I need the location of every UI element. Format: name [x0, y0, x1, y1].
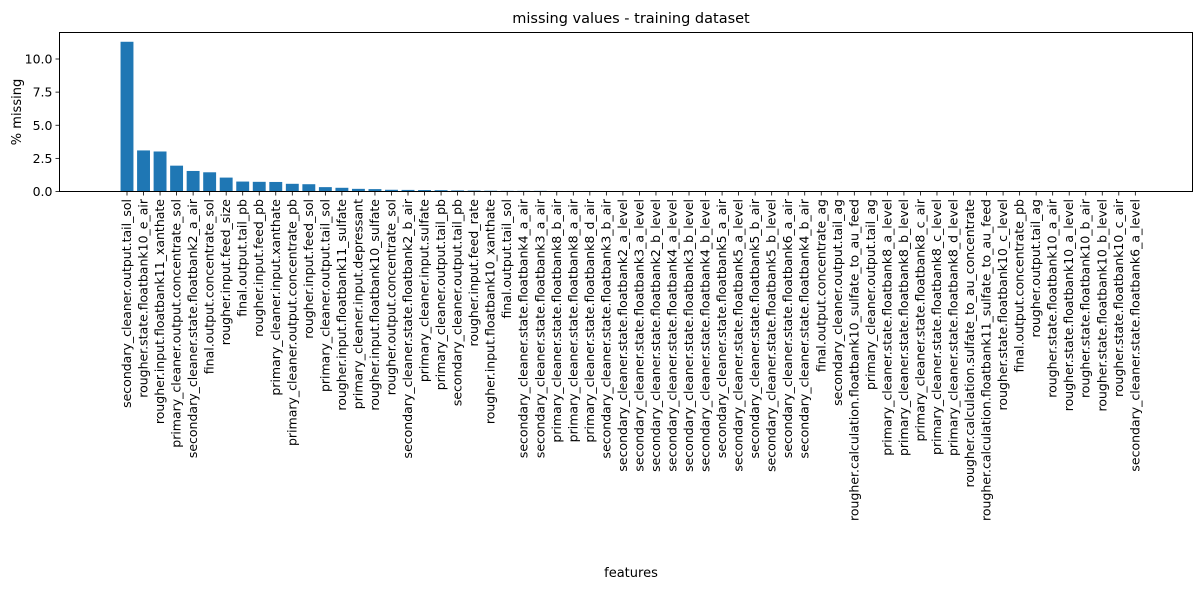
x-tick-label: primary_cleaner.state.floatbank8_c_air — [912, 198, 927, 441]
bar-5 — [203, 172, 216, 191]
x-tick-label: primary_cleaner.input.depressant — [350, 199, 365, 409]
x-tick-label: final.output.concentrate_sol — [202, 199, 217, 374]
x-tick-label: secondary_cleaner.state.floatbank4_b_lev… — [698, 199, 713, 472]
bar-8 — [253, 182, 266, 192]
x-tick-label: secondary_cleaner.state.floatbank5_b_air — [747, 198, 762, 458]
x-tick-label: primary_cleaner.state.floatbank8_a_level — [879, 199, 894, 456]
chart-title: missing values - training dataset — [512, 11, 750, 27]
x-tick-label: rougher.calculation.sulfate_to_au_concen… — [962, 199, 977, 488]
x-tick-label: rougher.state.floatbank10_c_level — [995, 199, 1010, 410]
x-tick-label: secondary_cleaner.state.floatbank2_b_lev… — [648, 199, 663, 472]
x-tick-label: secondary_cleaner.output.tail_ag — [830, 199, 845, 406]
x-tick-label: final.output.concentrate_pb — [1012, 199, 1027, 373]
x-tick-label: secondary_cleaner.state.floatbank3_a_lev… — [631, 199, 646, 472]
x-axis-label: features — [604, 566, 658, 581]
x-tick-label: primary_cleaner.output.tail_pb — [433, 199, 448, 390]
bar-4 — [187, 171, 200, 192]
x-tick-label: secondary_cleaner.state.floatbank3_b_air — [598, 198, 613, 458]
x-tick-label: rougher.input.floatbank11_xanthate — [152, 199, 167, 424]
x-tick-label: primary_cleaner.state.floatbank8_d_level — [946, 199, 961, 456]
x-tick-label: primary_cleaner.state.floatbank8_d_air — [582, 198, 597, 442]
bar-2 — [154, 151, 167, 191]
x-tick-label: final.output.tail_pb — [235, 199, 250, 317]
x-tick-label: secondary_cleaner.state.floatbank6_a_air — [780, 198, 795, 458]
x-tick-label: primary_cleaner.state.floatbank8_b_level — [896, 199, 911, 456]
x-tick-label: rougher.state.floatbank10_e_air — [136, 198, 151, 398]
x-tick-label: secondary_cleaner.state.floatbank6_a_lev… — [1127, 199, 1142, 472]
x-tick-label: secondary_cleaner.state.floatbank4_b_air — [797, 198, 812, 458]
x-tick-label: secondary_cleaner.state.floatbank5_b_lev… — [764, 199, 779, 472]
x-tick-label: rougher.input.feed_pb — [251, 199, 266, 337]
x-tick-label: rougher.input.floatbank10_xanthate — [483, 199, 498, 424]
x-tick-label: primary_cleaner.state.floatbank8_a_air — [565, 198, 580, 442]
y-tick-label: 2.5 — [33, 151, 53, 166]
plot-frame — [60, 33, 1193, 192]
x-tick-label: primary_cleaner.output.concentrate_sol — [169, 199, 184, 448]
x-tick-label: secondary_cleaner.state.floatbank4_a_air — [516, 198, 531, 458]
x-tick-label: rougher.output.tail_ag — [1028, 199, 1043, 338]
x-tick-label: secondary_cleaner.state.floatbank4_a_lev… — [664, 199, 679, 472]
x-tick-label: rougher.state.floatbank10_a_air — [1045, 198, 1060, 398]
x-tick-label: rougher.input.feed_rate — [466, 199, 481, 347]
y-tick-label: 5.0 — [33, 118, 53, 133]
bar-1 — [137, 150, 150, 191]
x-tick-label: rougher.input.feed_sol — [301, 199, 316, 339]
x-tick-label: secondary_cleaner.output.tail_sol — [119, 199, 134, 408]
x-tick-label: rougher.input.feed_size — [218, 199, 233, 346]
x-tick-label: final.output.tail_sol — [499, 199, 514, 319]
x-tick-label: final.output.concentrate_ag — [813, 199, 828, 372]
x-tick-label: primary_cleaner.input.xanthate — [268, 199, 283, 396]
x-tick-label: primary_cleaner.state.floatbank8_c_level — [929, 199, 944, 455]
x-tick-label: primary_cleaner.output.concentrate_pb — [284, 199, 299, 446]
x-tick-label: secondary_cleaner.output.tail_pb — [450, 199, 465, 406]
x-tick-label: rougher.input.floatbank11_sulfate — [334, 199, 349, 411]
x-tick-label: secondary_cleaner.state.floatbank2_a_air — [185, 198, 200, 458]
y-axis-label: % missing — [10, 79, 25, 145]
x-tick-label: rougher.state.floatbank10_b_level — [1094, 199, 1109, 412]
x-tick-label: secondary_cleaner.state.floatbank3_b_lev… — [681, 199, 696, 472]
x-tick-label: secondary_cleaner.state.floatbank3_a_air — [532, 198, 547, 458]
y-tick-label: 0.0 — [33, 184, 53, 199]
bar-13 — [335, 188, 348, 192]
x-tick-label: rougher.input.floatbank10_sulfate — [367, 199, 382, 411]
x-tick-label: secondary_cleaner.state.floatbank2_b_air — [400, 198, 415, 458]
x-tick-label: rougher.state.floatbank10_b_air — [1078, 198, 1093, 398]
x-tick-label: rougher.calculation.floatbank11_sulfate_… — [979, 199, 994, 521]
bar-7 — [236, 182, 249, 192]
x-tick-label: primary_cleaner.state.floatbank8_b_air — [549, 198, 564, 442]
x-tick-label: secondary_cleaner.state.floatbank5_a_air — [714, 198, 729, 458]
bar-0 — [121, 42, 134, 192]
x-tick-label: primary_cleaner.input.sulfate — [417, 199, 432, 382]
bar-11 — [302, 184, 315, 191]
bar-9 — [269, 182, 282, 192]
y-tick-label: 10.0 — [25, 52, 53, 67]
bar-6 — [220, 178, 233, 192]
bars-group — [121, 42, 1142, 192]
bar-12 — [319, 187, 332, 191]
x-tick-label: secondary_cleaner.state.floatbank5_a_lev… — [731, 199, 746, 472]
x-tick-label: rougher.calculation.floatbank10_sulfate_… — [846, 199, 861, 521]
x-tick-label: secondary_cleaner.state.floatbank2_a_lev… — [615, 199, 630, 472]
y-ticks-group: 0.0 2.5 5.0 7.5 10.0 — [25, 52, 60, 200]
y-tick-label: 7.5 — [33, 85, 53, 100]
bar-10 — [286, 184, 299, 192]
x-tick-label: primary_cleaner.output.tail_sol — [317, 199, 332, 392]
x-tick-label: rougher.state.floatbank10_a_level — [1061, 199, 1076, 411]
x-tick-label: rougher.state.floatbank10_c_air — [1111, 198, 1126, 397]
bar-3 — [170, 166, 183, 192]
x-tick-label: rougher.output.concentrate_sol — [383, 199, 398, 395]
x-tick-label: primary_cleaner.output.tail_ag — [863, 199, 878, 390]
